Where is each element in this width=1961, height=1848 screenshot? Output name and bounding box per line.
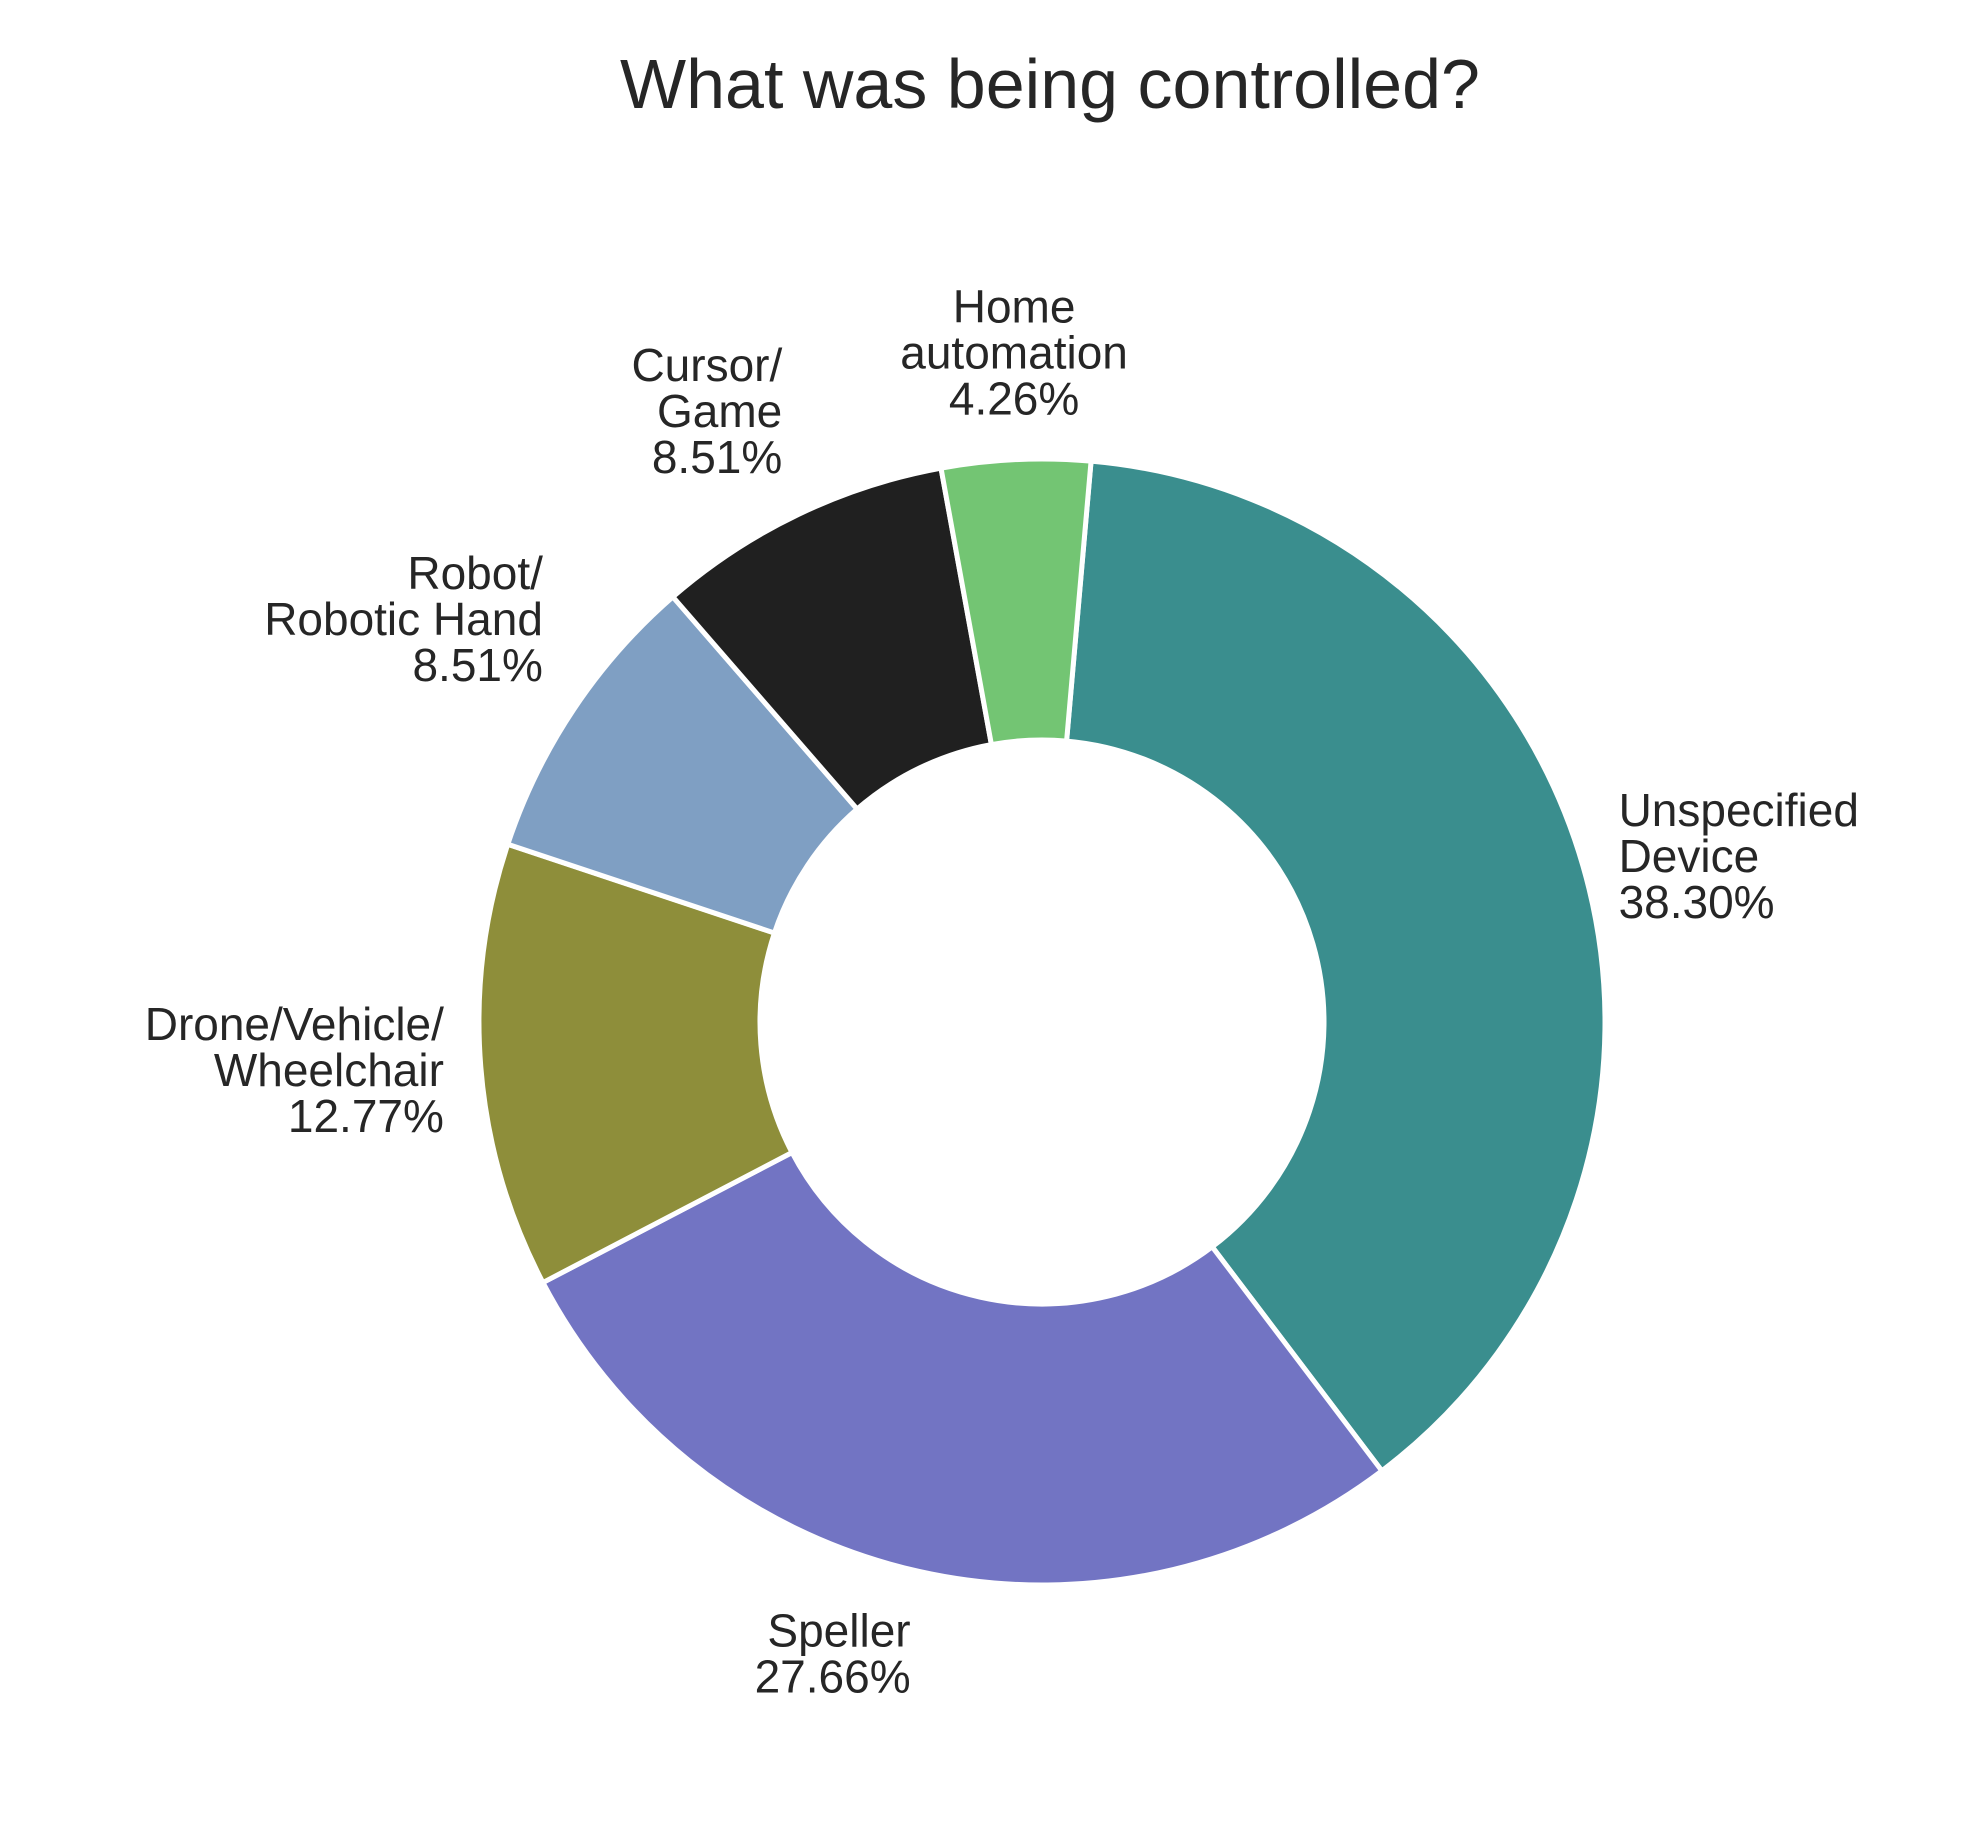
- slice-label-3: Robot/Robotic Hand 8.51%: [264, 547, 543, 691]
- slice-label-1: Speller 27.66%: [755, 1605, 911, 1703]
- slice-1: [539, 1149, 1386, 1588]
- slice-labels: Unspecified Device 38.30% Speller 27.66% Dron…: [145, 281, 1859, 1703]
- slice-label-4: Cursor/Game 8.51%: [631, 339, 782, 483]
- chart-title: What was being controlled?: [620, 45, 1480, 123]
- slice-2: [476, 841, 796, 1286]
- slice-3: [504, 593, 861, 937]
- slices: [476, 456, 1608, 1588]
- slice-0: [1063, 458, 1608, 1475]
- slice-5: [938, 456, 1094, 748]
- slice-label-5: Home automation 4.26%: [900, 281, 1128, 425]
- slice-4: [669, 465, 995, 813]
- slice-label-0: Unspecified Device 38.30%: [1619, 784, 1859, 928]
- slice-label-2: Drone/Vehicle/Wheelchair 12.77%: [145, 998, 444, 1142]
